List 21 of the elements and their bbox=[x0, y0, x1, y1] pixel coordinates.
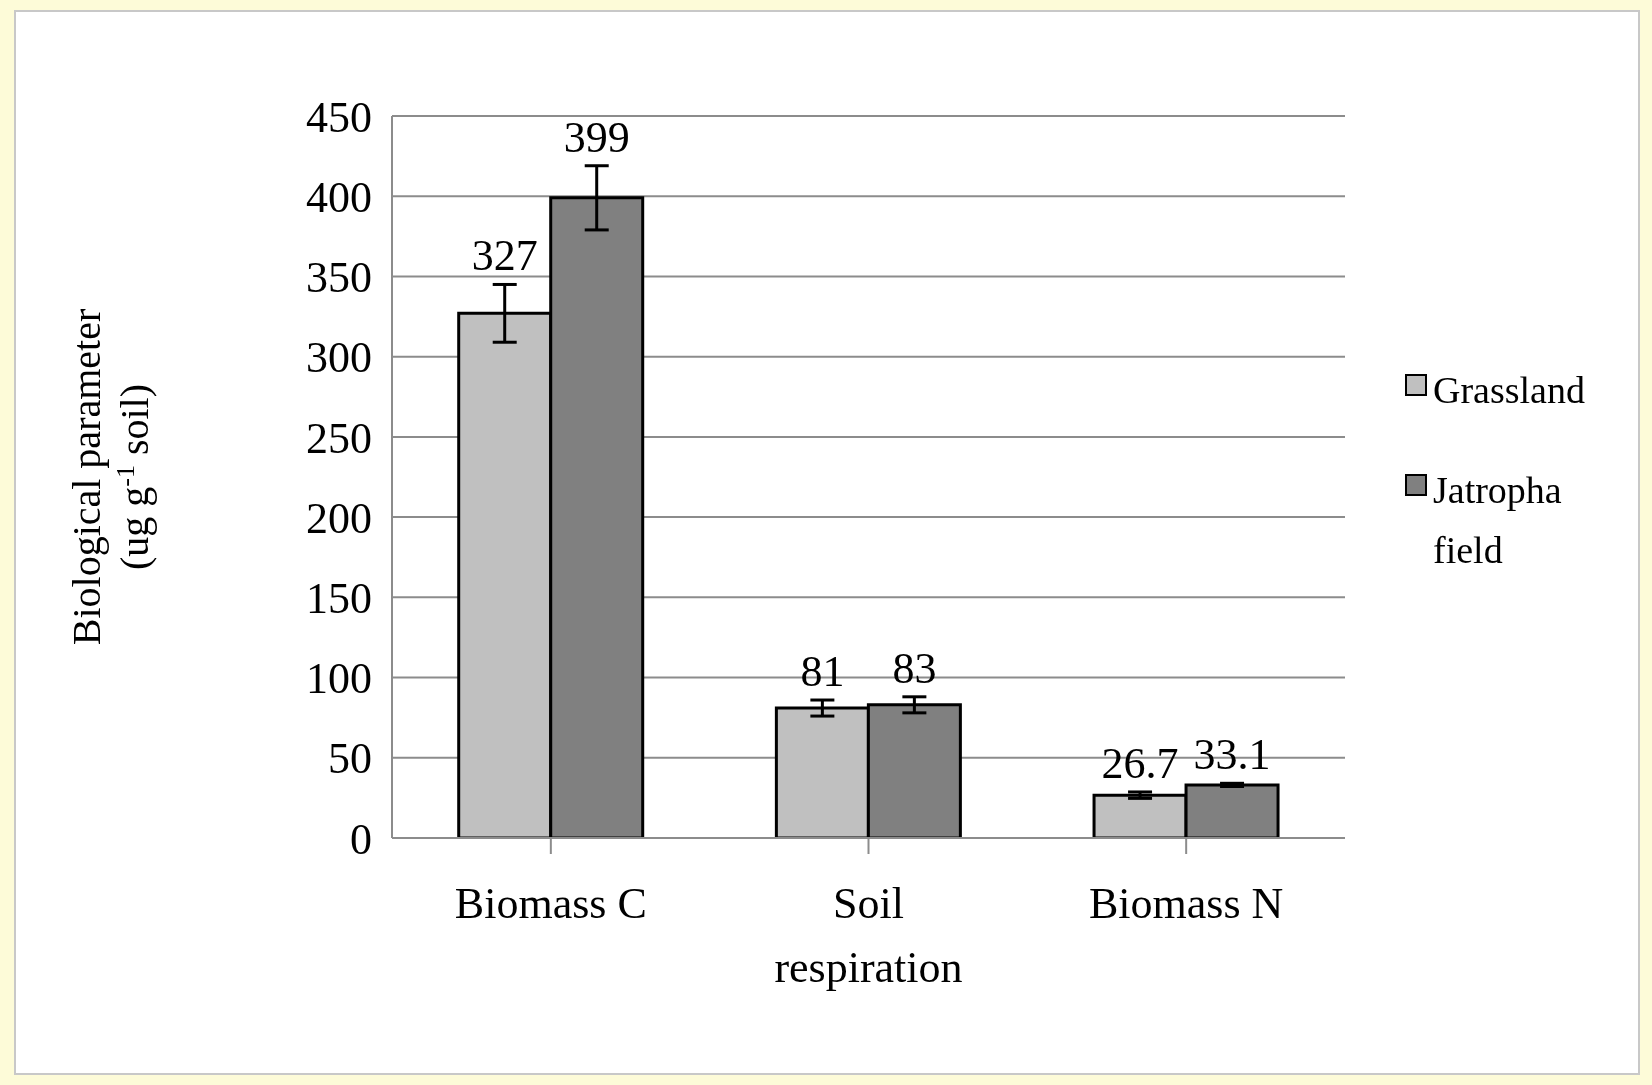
data-label: 83 bbox=[892, 643, 937, 693]
y-tick-label: 400 bbox=[306, 172, 372, 222]
data-label: 327 bbox=[471, 231, 538, 281]
y-tick-label: 150 bbox=[306, 573, 372, 623]
y-tick-label: 200 bbox=[306, 493, 372, 543]
x-tick-label: Biomass N bbox=[1088, 879, 1284, 928]
data-label: 26.7 bbox=[1101, 738, 1179, 788]
legend-label: Grassland bbox=[1433, 368, 1585, 413]
x-tick-label: Soil respiration bbox=[774, 879, 963, 992]
data-label: 81 bbox=[800, 647, 845, 697]
y-tick-label: 450 bbox=[306, 92, 372, 142]
data-label: 33.1 bbox=[1193, 730, 1271, 780]
y-tick-label: 100 bbox=[306, 654, 372, 704]
data-label: 399 bbox=[563, 112, 630, 162]
y-tick-label: 350 bbox=[306, 253, 372, 303]
x-tick-label: Biomass C bbox=[454, 879, 647, 928]
legend-label: Jatropha field bbox=[1433, 468, 1563, 573]
y-tick-label: 300 bbox=[306, 333, 372, 383]
y-tick-label: 0 bbox=[350, 814, 372, 864]
y-tick-label: 50 bbox=[328, 734, 372, 784]
y-tick-label: 250 bbox=[306, 413, 372, 463]
